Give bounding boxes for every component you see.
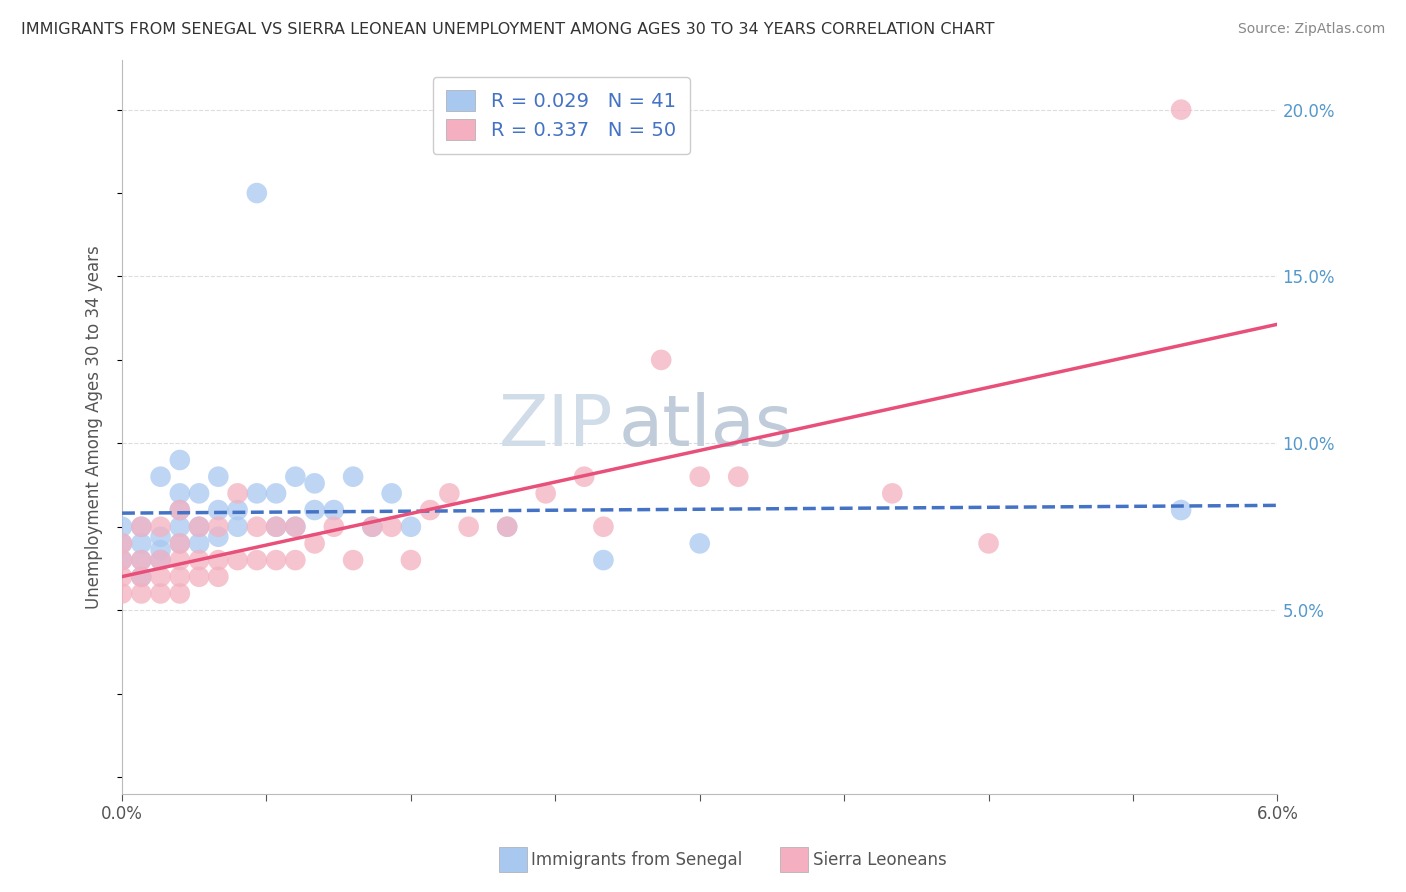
Text: Immigrants from Senegal: Immigrants from Senegal bbox=[531, 851, 742, 869]
Point bbox=[169, 553, 191, 567]
Y-axis label: Unemployment Among Ages 30 to 34 years: Unemployment Among Ages 30 to 34 years bbox=[86, 244, 103, 608]
Point bbox=[169, 486, 191, 500]
Point bbox=[572, 469, 595, 483]
Point bbox=[111, 520, 134, 534]
Point bbox=[111, 570, 134, 584]
Point bbox=[188, 570, 211, 584]
Point bbox=[496, 520, 519, 534]
Point bbox=[207, 520, 229, 534]
Point bbox=[207, 553, 229, 567]
Point bbox=[207, 469, 229, 483]
Point bbox=[534, 486, 557, 500]
Point bbox=[284, 520, 307, 534]
Point bbox=[131, 570, 153, 584]
Point bbox=[361, 520, 384, 534]
Point bbox=[111, 553, 134, 567]
Point bbox=[149, 586, 172, 600]
Point bbox=[361, 520, 384, 534]
Point bbox=[111, 536, 134, 550]
Point bbox=[246, 486, 269, 500]
Point bbox=[342, 553, 364, 567]
Point bbox=[207, 530, 229, 544]
Point bbox=[689, 536, 711, 550]
Point bbox=[264, 486, 287, 500]
Point bbox=[207, 503, 229, 517]
Point bbox=[207, 570, 229, 584]
Point bbox=[284, 553, 307, 567]
Point bbox=[304, 503, 326, 517]
Text: ZIP: ZIP bbox=[499, 392, 613, 461]
Point bbox=[727, 469, 749, 483]
Point bbox=[169, 503, 191, 517]
Point bbox=[264, 553, 287, 567]
Point bbox=[169, 453, 191, 467]
Point bbox=[246, 520, 269, 534]
Point bbox=[304, 476, 326, 491]
Point bbox=[131, 536, 153, 550]
Point bbox=[149, 469, 172, 483]
Point bbox=[264, 520, 287, 534]
Point bbox=[496, 520, 519, 534]
Point bbox=[342, 469, 364, 483]
Point bbox=[592, 553, 614, 567]
Point bbox=[169, 520, 191, 534]
Point bbox=[188, 520, 211, 534]
Point bbox=[131, 520, 153, 534]
Point bbox=[246, 553, 269, 567]
Point bbox=[131, 553, 153, 567]
Point bbox=[689, 469, 711, 483]
Point bbox=[169, 536, 191, 550]
Point bbox=[149, 543, 172, 558]
Point bbox=[381, 520, 404, 534]
Text: Sierra Leoneans: Sierra Leoneans bbox=[813, 851, 946, 869]
Point bbox=[399, 553, 422, 567]
Point bbox=[149, 570, 172, 584]
Point bbox=[322, 503, 344, 517]
Point bbox=[381, 486, 404, 500]
Point bbox=[149, 553, 172, 567]
Point bbox=[131, 586, 153, 600]
Point bbox=[111, 553, 134, 567]
Point bbox=[226, 503, 249, 517]
Point bbox=[226, 553, 249, 567]
Point bbox=[650, 352, 672, 367]
Point bbox=[1170, 503, 1192, 517]
Text: IMMIGRANTS FROM SENEGAL VS SIERRA LEONEAN UNEMPLOYMENT AMONG AGES 30 TO 34 YEARS: IMMIGRANTS FROM SENEGAL VS SIERRA LEONEA… bbox=[21, 22, 994, 37]
Point bbox=[284, 520, 307, 534]
Point bbox=[322, 520, 344, 534]
Point bbox=[149, 520, 172, 534]
Point bbox=[131, 553, 153, 567]
Point bbox=[284, 469, 307, 483]
Text: Source: ZipAtlas.com: Source: ZipAtlas.com bbox=[1237, 22, 1385, 37]
Point bbox=[264, 520, 287, 534]
Point bbox=[169, 503, 191, 517]
Point bbox=[131, 520, 153, 534]
Point bbox=[457, 520, 479, 534]
Point bbox=[419, 503, 441, 517]
Point bbox=[399, 520, 422, 534]
Point bbox=[111, 536, 134, 550]
Point bbox=[592, 520, 614, 534]
Point bbox=[226, 520, 249, 534]
Point bbox=[169, 586, 191, 600]
Point bbox=[169, 536, 191, 550]
Point bbox=[188, 486, 211, 500]
Point bbox=[304, 536, 326, 550]
Point bbox=[131, 570, 153, 584]
Point bbox=[188, 553, 211, 567]
Point bbox=[1170, 103, 1192, 117]
Point bbox=[149, 553, 172, 567]
Point bbox=[977, 536, 1000, 550]
Point bbox=[246, 186, 269, 200]
Point bbox=[188, 520, 211, 534]
Text: atlas: atlas bbox=[619, 392, 793, 461]
Point bbox=[882, 486, 904, 500]
Point bbox=[111, 586, 134, 600]
Point bbox=[169, 570, 191, 584]
Point bbox=[188, 536, 211, 550]
Point bbox=[149, 530, 172, 544]
Point bbox=[439, 486, 461, 500]
Point bbox=[226, 486, 249, 500]
Legend: R = 0.029   N = 41, R = 0.337   N = 50: R = 0.029 N = 41, R = 0.337 N = 50 bbox=[433, 77, 689, 154]
